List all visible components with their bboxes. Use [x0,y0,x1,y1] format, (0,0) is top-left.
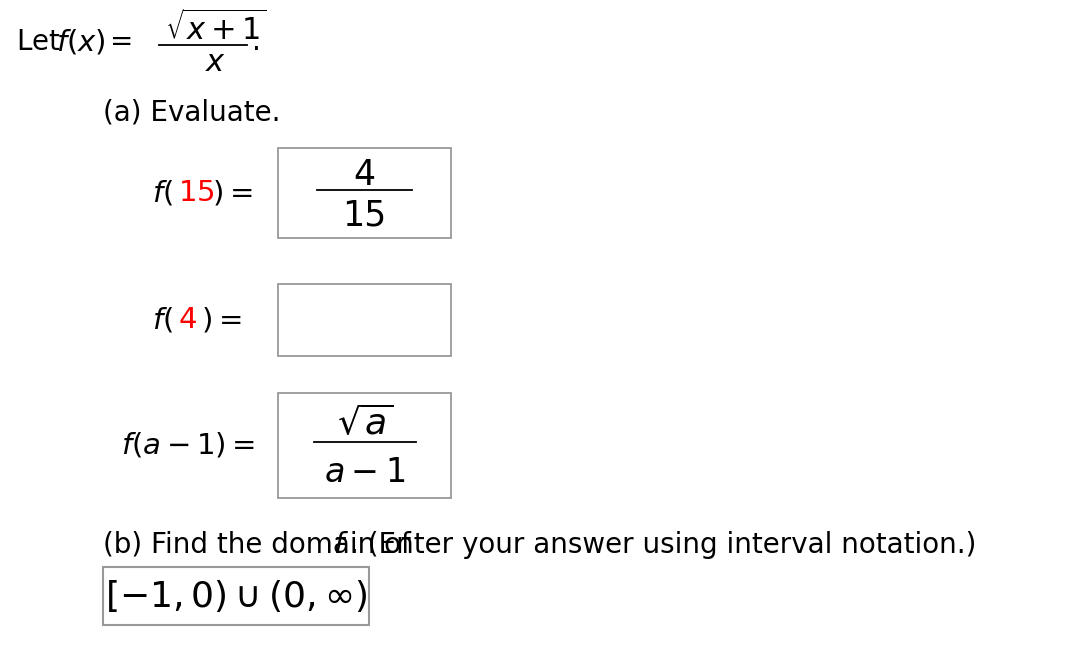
Text: (a) Evaluate.: (a) Evaluate. [102,98,280,126]
Text: 4: 4 [353,158,376,192]
Bar [102,567,368,625]
Text: $\mathit{f}(a - 1) =$: $\mathit{f}(a - 1) =$ [121,430,255,459]
Text: $\sqrt{a}$: $\sqrt{a}$ [337,405,392,441]
Text: . (Enter your answer using interval notation.): . (Enter your answer using interval nota… [350,531,977,559]
Text: (b) Find the domain of: (b) Find the domain of [102,531,420,559]
Text: Let: Let [16,28,69,56]
Bar [278,393,451,498]
Text: $15$: $15$ [179,179,215,207]
Text: $\mathit{f}(x)$: $\mathit{f}(x)$ [56,27,106,56]
Text: $\sqrt{x+1}$: $\sqrt{x+1}$ [166,10,267,46]
Text: $4$: $4$ [179,306,197,334]
Bar [278,284,451,356]
Bar [278,148,451,238]
Text: $[-1,0) \cup (0,\infty)$: $[-1,0) \cup (0,\infty)$ [105,578,367,614]
Text: $) =$: $) =$ [201,305,241,335]
Text: $a - 1$: $a - 1$ [324,456,405,489]
Text: 15: 15 [342,198,387,232]
Text: .: . [252,28,261,56]
Text: =: = [110,28,134,56]
Text: $\mathit{f}($: $\mathit{f}($ [153,179,173,207]
Text: $f$: $f$ [334,531,349,559]
Text: $x$: $x$ [205,48,227,76]
Text: $) =$: $) =$ [211,179,253,207]
Text: $\mathit{f}($: $\mathit{f}($ [153,305,173,335]
